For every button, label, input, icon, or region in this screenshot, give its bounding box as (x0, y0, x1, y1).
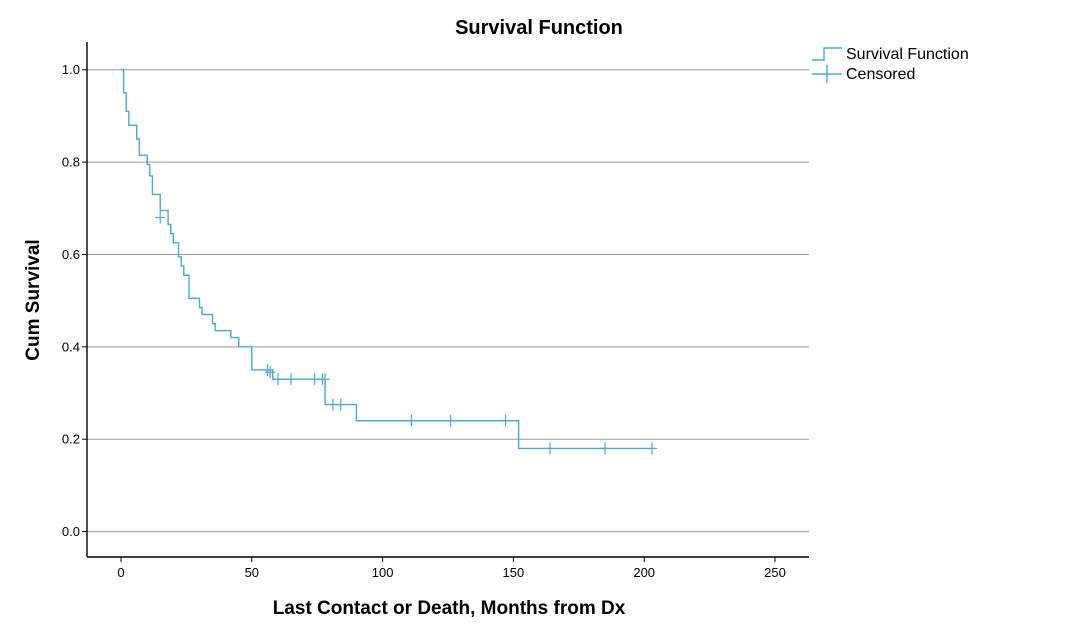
censored-marker (155, 211, 166, 224)
x-tick-label: 100 (372, 565, 394, 580)
censored-marker (262, 363, 273, 376)
y-axis-label: Cum Survival (23, 239, 44, 360)
y-tick-label: 1.0 (62, 62, 80, 77)
axes-layer (86, 42, 809, 558)
censored-marker (286, 373, 297, 386)
censored-marker (265, 366, 276, 379)
x-tick-label: 50 (245, 565, 259, 580)
x-tick-label: 150 (503, 565, 525, 580)
censored-marker (272, 373, 283, 386)
x-tick-label: 0 (117, 565, 124, 580)
legend-label-survival: Survival Function (846, 46, 969, 63)
series-layer (121, 69, 658, 455)
y-tick-label: 0.4 (62, 339, 80, 354)
censored-marker (320, 373, 331, 386)
x-axis-label: Last Contact or Death, Months from Dx (273, 598, 626, 619)
legend-survival-swatch-icon (812, 47, 842, 61)
x-tick-label: 250 (764, 565, 786, 580)
legend-label-censored: Censored (846, 66, 915, 83)
censored-marker (445, 414, 456, 427)
x-tick-label: 200 (633, 565, 655, 580)
y-tick-label: 0.6 (62, 247, 80, 262)
grid-layer (87, 69, 809, 533)
censored-marker (599, 442, 610, 455)
y-tick-label: 0.8 (62, 155, 80, 170)
ticks-layer: 0.0 0.2 0.4 0.6 0.8 1.0 0 50 100 150 200 250 (62, 62, 786, 580)
chart-title: Survival Function (455, 17, 623, 39)
y-tick-label: 0.2 (62, 432, 80, 447)
censored-marker (647, 442, 658, 455)
censored-marker (335, 398, 346, 411)
censored-marker (545, 442, 556, 455)
y-tick-label: 0.0 (62, 524, 80, 539)
survival-function-line (121, 69, 653, 450)
legend: Survival Function Censored (812, 46, 969, 83)
censored-marker (500, 414, 511, 427)
censored-marker (406, 414, 417, 427)
